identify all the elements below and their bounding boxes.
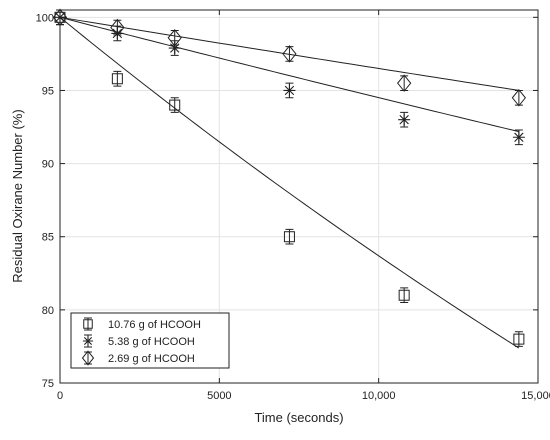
square-marker — [111, 73, 123, 85]
asterisk-marker — [168, 42, 181, 55]
legend-label: 5.38 g of HCOOH — [108, 336, 195, 348]
asterisk-marker — [398, 113, 411, 126]
legend-label: 2.69 g of HCOOH — [108, 353, 195, 365]
y-tick-label: 75 — [42, 378, 54, 390]
x-tick-label: 10,000 — [362, 390, 396, 402]
y-tick-label: 95 — [42, 85, 54, 97]
legend-error-bar — [84, 351, 92, 365]
fit-line-square — [59, 16, 520, 349]
grid-layer — [60, 10, 538, 383]
square-marker — [513, 333, 525, 345]
diamond-marker — [110, 18, 125, 37]
plot-frame — [59, 9, 539, 384]
diamond-marker — [81, 350, 95, 366]
asterisk-marker — [82, 335, 94, 347]
diamond-marker — [282, 45, 297, 63]
y-tick-label: 85 — [42, 232, 54, 244]
legend: 10.76 g of HCOOH 5.38 g of HCOOH 2.69 g of… — [70, 312, 230, 369]
square-marker — [83, 319, 93, 329]
tick-layer: 0 5000 10,000 15,000 75 80 85 90 95 100 — [36, 10, 550, 402]
asterisk-marker — [283, 84, 296, 97]
square-marker — [398, 289, 410, 301]
y-tick-label: 80 — [42, 305, 54, 317]
y-axis-title: Residual Oxirane Number (%) — [10, 109, 25, 282]
legend-box — [70, 312, 230, 369]
y-tick-label: 90 — [42, 159, 54, 171]
square-marker — [283, 231, 295, 243]
asterisk-marker — [512, 131, 525, 144]
fit-line-asterisk — [59, 16, 519, 133]
diamond-marker — [397, 74, 412, 92]
x-axis-title: Time (seconds) — [254, 410, 343, 425]
diamond-marker — [511, 88, 527, 107]
marker-layer — [52, 8, 527, 347]
diamond-marker — [167, 28, 182, 47]
legend-label: 10.76 g of HCOOH — [108, 319, 201, 331]
y-tick-label: 100 — [36, 12, 54, 24]
x-tick-label: 15,000 — [521, 390, 550, 402]
x-tick-label: 5000 — [207, 390, 231, 402]
x-tick-label: 0 — [57, 390, 63, 402]
square-marker — [169, 99, 181, 111]
